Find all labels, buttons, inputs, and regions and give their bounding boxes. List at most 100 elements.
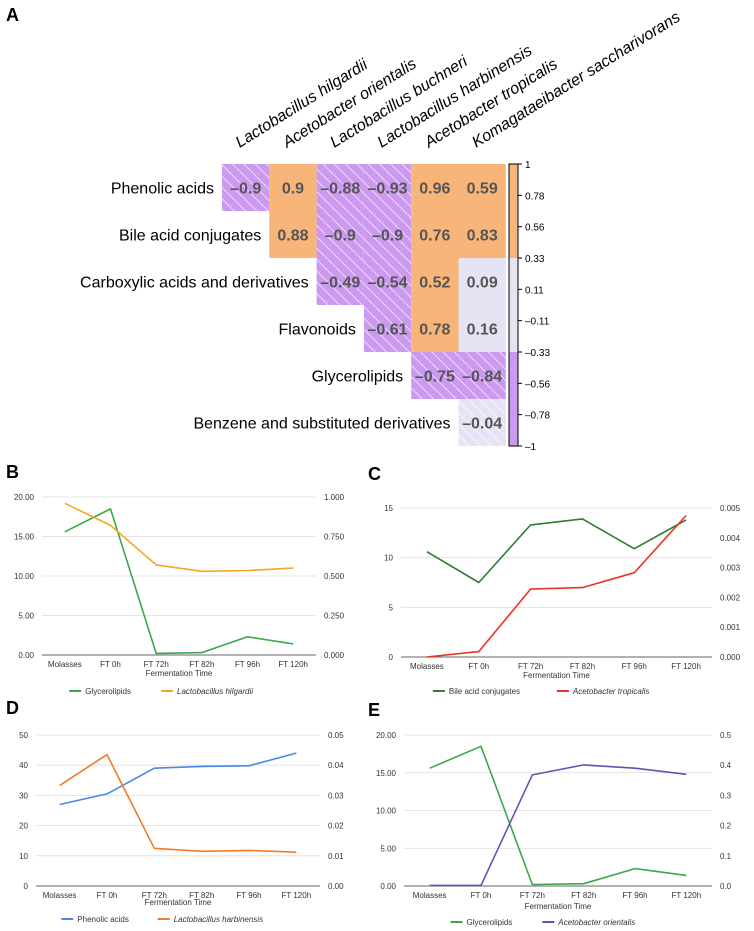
heatmap-cell <box>458 211 506 258</box>
heatmap-cell-value: –0.84 <box>462 369 502 386</box>
heatmap-cell <box>458 258 506 305</box>
heatmap-cell-hatch <box>222 164 270 211</box>
right-axis-tick-label: 0.001 <box>720 623 741 632</box>
heatmap-cell-value: 0.16 <box>467 322 498 339</box>
row-label: Benzene and substituted derivatives <box>193 416 450 433</box>
row-label: Glycerolipids <box>312 369 404 386</box>
left-axis-tick-label: 50 <box>19 731 28 740</box>
right-axis-tick-label: 0.1 <box>720 852 732 861</box>
panel-label-c: C <box>368 464 381 484</box>
heatmap-cell <box>411 211 459 258</box>
heatmap-cell-hatch <box>458 399 506 446</box>
x-tick-label: FT 120h <box>282 891 312 900</box>
series-line <box>64 508 294 655</box>
right-axis-tick-label: 1.000 <box>324 493 345 502</box>
line-chart-panel-d: 0 10 20 30 40 50 0.00 0.01 0.02 0.03 0.04 0.05 Molas… <box>19 731 344 924</box>
right-axis-tick-label: 0.500 <box>324 572 345 581</box>
heatmap-cell <box>411 164 459 211</box>
series-line <box>426 514 687 658</box>
heatmap-cell-value: 0.09 <box>467 275 498 292</box>
right-axis-tick-label: 0.0 <box>720 882 732 891</box>
heatmap-cell <box>269 211 317 258</box>
series-line <box>59 753 297 853</box>
heatmap-cell-value: –0.88 <box>320 181 360 198</box>
x-tick-label: FT 120h <box>672 891 702 900</box>
right-axis-tick-label: 0.000 <box>720 653 741 662</box>
colorbar-tick-label: 0.56 <box>525 223 545 234</box>
x-tick-label: Molasses <box>410 662 444 671</box>
right-axis-tick-label: 0.3 <box>720 791 732 800</box>
left-axis-tick-label: 10.00 <box>14 572 35 581</box>
heatmap-cell-hatch <box>363 164 412 211</box>
heatmap-cell-value: –0.9 <box>325 228 356 245</box>
legend-label: Acetobacter tropicalis <box>572 687 649 696</box>
colorbar-tick-label: 0.33 <box>525 254 545 265</box>
x-tick-label: FT 0h <box>468 662 489 671</box>
colorbar-neutral-band <box>509 258 518 352</box>
heatmap-cell-value: –0.54 <box>368 275 408 292</box>
left-axis-tick-label: 15 <box>384 504 393 513</box>
heatmap-cell-value: 0.59 <box>467 181 498 198</box>
heatmap-cell-value: –0.61 <box>368 322 408 339</box>
line-chart-panel-c: 0 5 10 15 0.000 0.001 0.002 0.003 0.004 0.005 Mola… <box>384 504 740 696</box>
colorbar-tick-label: –0.33 <box>525 348 550 359</box>
panel-label-a: A <box>6 5 19 25</box>
x-tick-label: FT 82h <box>189 891 214 900</box>
right-axis-tick-label: 0.03 <box>328 791 344 800</box>
right-axis-tick-label: 0.02 <box>328 822 344 831</box>
series-line <box>429 745 687 886</box>
heatmap-cell-value: –0.04 <box>462 416 502 433</box>
right-axis-tick-label: 0.4 <box>720 761 732 770</box>
heatmap-cell <box>269 164 317 211</box>
colorbar-tick-label: 0.11 <box>525 285 544 296</box>
left-axis-tick-label: 5 <box>389 603 394 612</box>
left-axis-tick-label: 20 <box>19 822 28 831</box>
heatmap-cell-hatch <box>316 258 364 305</box>
x-tick-label: Molasses <box>413 891 447 900</box>
right-axis-tick-label: 0.01 <box>328 852 344 861</box>
legend-label: Acetobacter orientalis <box>557 918 635 927</box>
series-line <box>64 502 294 573</box>
colorbar-tick-label: 0.78 <box>525 191 545 202</box>
left-axis-tick-label: 5.00 <box>380 844 396 853</box>
heatmap-cell-hatch <box>458 352 506 399</box>
right-axis-tick-label: 0.004 <box>720 534 741 543</box>
x-axis-title: Fermentation Time <box>146 669 213 678</box>
colorbar-tick-label: 1 <box>525 160 531 171</box>
colorbar-tick-label: –0.56 <box>525 379 550 390</box>
left-axis-tick-label: 0.00 <box>380 882 396 891</box>
colorbar-negative-band <box>509 352 518 446</box>
x-axis-title: Fermentation Time <box>523 671 590 680</box>
series-line <box>59 752 297 806</box>
x-tick-label: FT 82h <box>571 891 596 900</box>
series-line <box>429 764 687 887</box>
heatmap-cell <box>411 258 459 305</box>
left-axis-tick-label: 10.00 <box>376 807 397 816</box>
legend-label: Glycerolipids <box>467 918 513 927</box>
x-tick-label: FT 72h <box>518 662 543 671</box>
heatmap-cell-value: 0.52 <box>419 275 450 292</box>
left-axis-tick-label: 30 <box>19 791 28 800</box>
colorbar-tick-label: –0.11 <box>525 317 550 328</box>
left-axis-tick-label: 10 <box>19 852 28 861</box>
heatmap-cell-hatch <box>316 211 364 258</box>
panel-label-e: E <box>368 700 380 720</box>
x-tick-label: FT 72h <box>142 891 167 900</box>
right-axis-tick-label: 0.05 <box>328 731 344 740</box>
x-tick-label: FT 96h <box>235 660 260 669</box>
left-axis-tick-label: 15.00 <box>376 769 397 778</box>
heatmap-cell-hatch <box>363 258 412 305</box>
row-label: Phenolic acids <box>111 181 214 198</box>
heatmap-cell-value: 0.76 <box>419 228 450 245</box>
x-tick-label: FT 96h <box>622 891 647 900</box>
right-axis-tick-label: 0.250 <box>324 612 345 621</box>
left-axis-tick-label: 0 <box>24 882 29 891</box>
x-tick-label: FT 96h <box>236 891 261 900</box>
x-tick-label: FT 120h <box>671 662 701 671</box>
heatmap-cell-value: –0.75 <box>415 369 455 386</box>
heatmap-cell <box>458 305 506 352</box>
heatmap-cell-value: 0.9 <box>282 181 304 198</box>
x-tick-label: FT 72h <box>144 660 169 669</box>
legend-label: Lactobacillus harbinensis <box>174 915 263 924</box>
